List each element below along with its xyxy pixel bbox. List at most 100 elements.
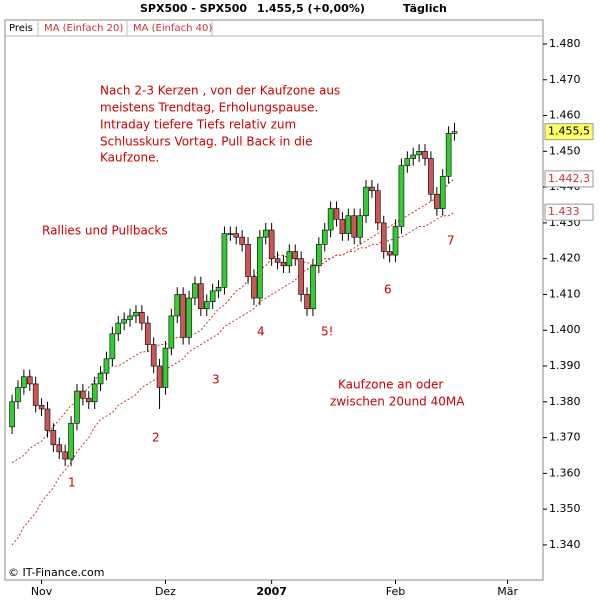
candle-body bbox=[115, 322, 122, 335]
candle-body bbox=[133, 312, 139, 317]
candle-body bbox=[56, 444, 63, 453]
x-tick-label: Nov bbox=[31, 585, 53, 598]
source: © IT-Finance.com bbox=[8, 566, 105, 579]
candle-body bbox=[50, 430, 57, 446]
candle-body bbox=[422, 151, 428, 159]
annotation: zwischen 20und 40MA bbox=[330, 395, 465, 409]
moving-average bbox=[11, 178, 455, 464]
candle-body bbox=[180, 294, 186, 338]
x-tick-label: Feb bbox=[386, 585, 405, 598]
x-tick-label: 2007 bbox=[256, 585, 287, 598]
moving-average bbox=[11, 211, 455, 546]
y-tick-label: 1.400 bbox=[549, 323, 581, 336]
annotation: 5! bbox=[321, 325, 333, 339]
y-tick-label: 1.410 bbox=[549, 287, 581, 300]
candle-body bbox=[310, 265, 316, 310]
x-tick-label: Mär bbox=[497, 585, 518, 598]
y-tick-label: 1.370 bbox=[549, 431, 581, 444]
candle-body bbox=[233, 233, 240, 238]
value-box bbox=[544, 170, 594, 188]
candle-body bbox=[451, 131, 458, 134]
candle-body bbox=[150, 344, 157, 367]
candle-body bbox=[62, 451, 68, 460]
candle-body bbox=[97, 372, 104, 385]
annotation: Schlusskurs Vortag. Pull Back in die bbox=[100, 135, 312, 149]
y-tick-label: 1.390 bbox=[549, 359, 581, 372]
annotation: Rallies und Pullbacks bbox=[42, 224, 168, 238]
candle-body bbox=[162, 347, 169, 388]
candle-body bbox=[38, 405, 45, 410]
candle-body bbox=[298, 258, 304, 295]
candle-body bbox=[26, 376, 33, 385]
candle-body bbox=[174, 294, 181, 317]
candle-body bbox=[286, 251, 293, 267]
y-tick-label: 1.420 bbox=[549, 252, 581, 265]
chart-title: SPX500 - SPX500 bbox=[140, 2, 247, 15]
candle-body bbox=[327, 208, 334, 231]
plot-frame bbox=[4, 19, 544, 581]
candle-body bbox=[156, 365, 163, 388]
candle-body bbox=[139, 312, 145, 324]
annotation: 2 bbox=[152, 431, 160, 445]
candle-body bbox=[434, 193, 440, 209]
legend-ma20: MA (Einfach 20) bbox=[44, 23, 123, 34]
candle-body bbox=[121, 319, 127, 324]
candle-body bbox=[292, 251, 299, 259]
candle-body bbox=[357, 215, 363, 238]
candle-body bbox=[257, 236, 263, 299]
candle-body bbox=[380, 222, 387, 252]
candle-body bbox=[9, 401, 15, 428]
annotation: 7 bbox=[447, 234, 455, 248]
candle-body bbox=[369, 186, 375, 191]
annotation: 6 bbox=[384, 283, 392, 297]
annotation: Kaufzone an oder bbox=[338, 378, 443, 392]
candle-body bbox=[386, 251, 393, 256]
candle-body bbox=[74, 390, 80, 424]
candle-body bbox=[168, 315, 175, 349]
annotation: 1 bbox=[68, 476, 76, 490]
candle-body bbox=[209, 290, 216, 302]
candle-body bbox=[351, 215, 358, 238]
candle-body bbox=[316, 244, 322, 267]
candle-body bbox=[321, 229, 328, 245]
y-tick-label: 1.380 bbox=[549, 395, 581, 408]
period: Täglich bbox=[403, 2, 447, 15]
y-tick-label: 1.350 bbox=[549, 502, 581, 515]
candle-body bbox=[345, 215, 352, 234]
annotation: meistens Trendtag, Erholungspause. bbox=[100, 101, 318, 115]
last-price: 1.455,5 (+0,00%) bbox=[257, 2, 365, 15]
candle-body bbox=[416, 151, 422, 156]
y-tick-label: 1.470 bbox=[549, 73, 581, 86]
candle-body bbox=[410, 154, 417, 159]
candle-body bbox=[227, 233, 234, 235]
candle-body bbox=[280, 261, 287, 267]
value-box bbox=[544, 123, 594, 141]
annotation: 3 bbox=[212, 373, 220, 387]
candle-body bbox=[32, 383, 39, 406]
candle-body bbox=[274, 258, 281, 263]
candle-body bbox=[304, 294, 310, 310]
candle-body bbox=[268, 229, 275, 259]
candle-body bbox=[245, 244, 251, 277]
candle-body bbox=[44, 408, 51, 431]
value-box bbox=[544, 203, 594, 221]
y-tick-label: 1.360 bbox=[549, 466, 581, 479]
candle-body bbox=[21, 376, 27, 388]
candle-body bbox=[333, 208, 340, 220]
y-tick-label: 1.450 bbox=[549, 144, 581, 157]
y-tick-label: 1.340 bbox=[549, 538, 581, 551]
candle-body bbox=[363, 186, 369, 217]
candle-body bbox=[85, 397, 92, 403]
value-label: 1.455,5 bbox=[548, 125, 590, 138]
y-tick-label: 1.460 bbox=[549, 109, 581, 122]
annotation: 4 bbox=[257, 325, 265, 339]
candle-body bbox=[127, 315, 133, 320]
legend-ma40: MA (Einfach 40) bbox=[133, 23, 212, 34]
candle-body bbox=[215, 286, 222, 292]
candle-body bbox=[428, 158, 434, 195]
candle-body bbox=[144, 322, 151, 345]
candle-body bbox=[203, 301, 210, 310]
